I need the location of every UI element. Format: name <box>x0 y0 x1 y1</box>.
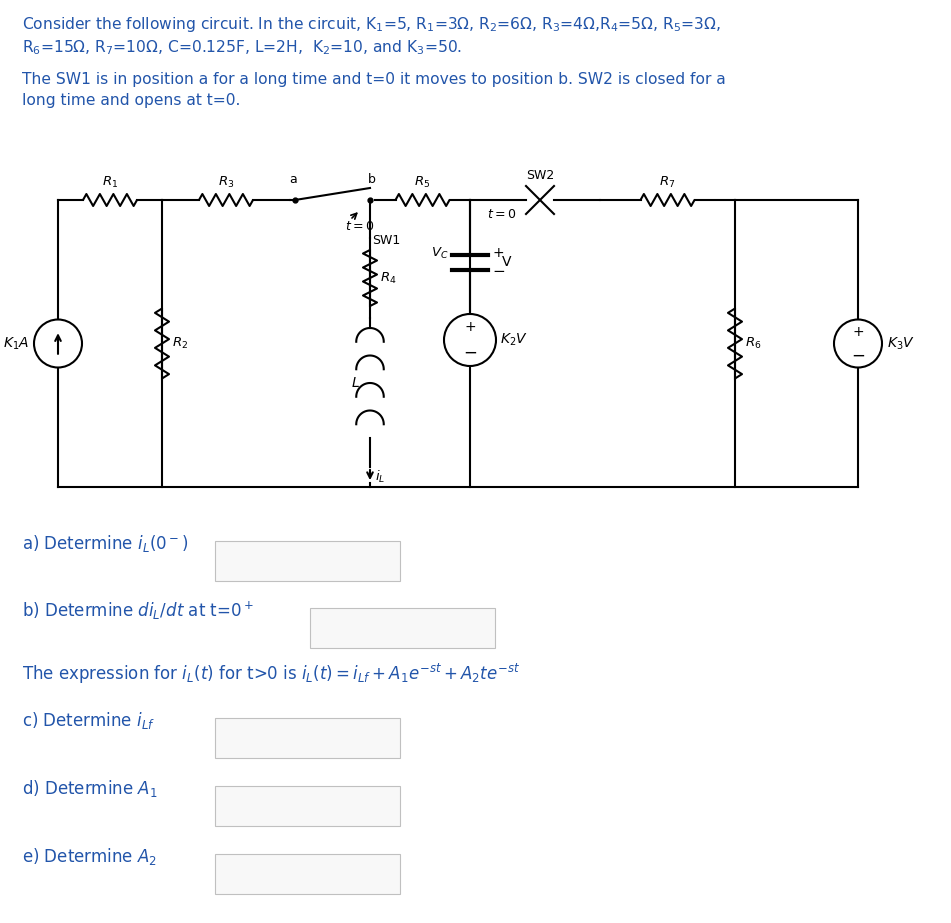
Text: $R_5$: $R_5$ <box>415 174 431 190</box>
Text: $R_3$: $R_3$ <box>218 174 234 190</box>
Text: +: + <box>492 246 504 260</box>
Text: $K_1A$: $K_1A$ <box>3 335 29 352</box>
Text: $R_1$: $R_1$ <box>102 174 118 190</box>
Text: −: − <box>463 344 477 362</box>
Text: SW1: SW1 <box>372 234 400 247</box>
Text: +: + <box>852 325 864 339</box>
FancyBboxPatch shape <box>215 786 400 826</box>
Text: c) Determine $i_{Lf}$: c) Determine $i_{Lf}$ <box>22 710 155 731</box>
Circle shape <box>834 319 882 367</box>
Circle shape <box>444 314 496 366</box>
Text: +: + <box>464 320 476 334</box>
Text: −: − <box>492 265 505 280</box>
Text: $R_4$: $R_4$ <box>380 270 397 285</box>
Text: $V_C$: $V_C$ <box>431 246 448 260</box>
Text: $R_6$: $R_6$ <box>745 336 762 351</box>
Text: d) Determine $A_1$: d) Determine $A_1$ <box>22 778 158 799</box>
Text: The SW1 is in position a for a long time and t=0 it moves to position b. SW2 is : The SW1 is in position a for a long time… <box>22 72 726 87</box>
Circle shape <box>34 319 82 367</box>
Text: The expression for $i_L(t)$ for t>0 is $i_L(t)=i_{Lf}+A_1e^{-st}+A_2te^{-st}$: The expression for $i_L(t)$ for t>0 is $… <box>22 662 520 686</box>
Text: a) Determine $i_L(0^-)$: a) Determine $i_L(0^-)$ <box>22 533 188 554</box>
Text: $K_2V$: $K_2V$ <box>500 331 528 348</box>
FancyBboxPatch shape <box>215 854 400 894</box>
Text: $K_3V$: $K_3V$ <box>887 335 915 352</box>
Text: e) Determine $A_2$: e) Determine $A_2$ <box>22 846 157 867</box>
Text: $R_2$: $R_2$ <box>172 336 188 351</box>
Text: $L$: $L$ <box>351 376 360 390</box>
Text: SW2: SW2 <box>526 169 554 182</box>
Text: −: − <box>851 346 865 365</box>
Text: $R_7$: $R_7$ <box>659 174 675 190</box>
Text: b) Determine $di_L/dt$ at t=$0^+$: b) Determine $di_L/dt$ at t=$0^+$ <box>22 600 254 622</box>
Text: b: b <box>368 173 376 186</box>
FancyBboxPatch shape <box>215 718 400 758</box>
Text: long time and opens at t=0.: long time and opens at t=0. <box>22 93 241 108</box>
Text: R$_6$=15$\Omega$, R$_7$=10$\Omega$, C=0.125F, L=2H,  K$_2$=10, and K$_3$=50.: R$_6$=15$\Omega$, R$_7$=10$\Omega$, C=0.… <box>22 38 462 56</box>
FancyBboxPatch shape <box>215 541 400 581</box>
Text: V: V <box>502 256 512 270</box>
Text: $i_L$: $i_L$ <box>375 469 385 485</box>
Text: Consider the following circuit. In the circuit, K$_1$=5, R$_1$=3$\Omega$, R$_2$=: Consider the following circuit. In the c… <box>22 15 721 34</box>
FancyBboxPatch shape <box>310 608 495 648</box>
Text: $t=0$: $t=0$ <box>345 220 375 233</box>
Text: a: a <box>289 173 297 186</box>
Text: $t=0$: $t=0$ <box>487 208 516 221</box>
